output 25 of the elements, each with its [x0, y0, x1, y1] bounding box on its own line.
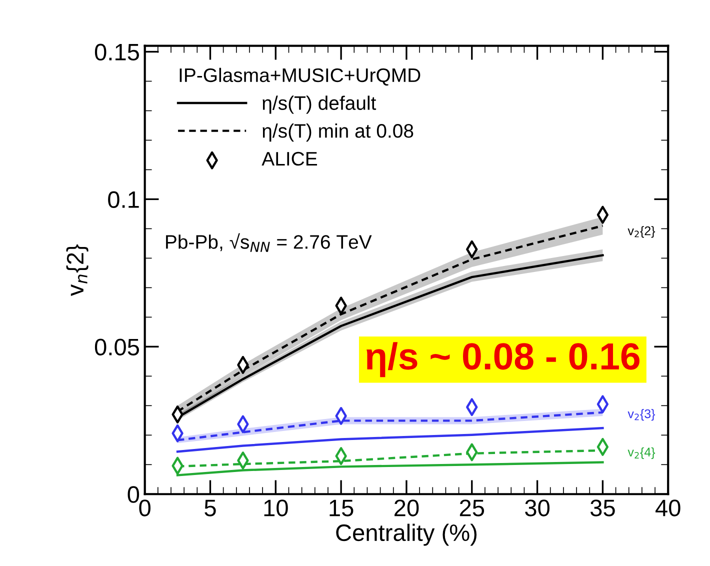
annotation: v$_{2}${4}	[628, 447, 656, 459]
x-tick-label: 25	[460, 500, 484, 516]
annotation: η/s ~ 0.08 - 0.16	[366, 342, 640, 378]
legend-label: η/s(T) default	[262, 96, 376, 114]
legend-title: IP-Glasma+MUSIC+UrQMD	[180, 68, 420, 86]
x-tick-label: 0	[139, 500, 150, 516]
x-tick-label: 10	[264, 500, 288, 516]
y-tick-label: 0.05	[94, 338, 139, 356]
line-series	[176, 426, 604, 453]
x-tick-label: 5	[204, 500, 216, 516]
x-tick-label: 30	[525, 500, 550, 516]
x-tick-label: 15	[330, 500, 354, 516]
y-tick-label: 0.15	[94, 44, 139, 61]
y-axis-title: v$_{n}${2}	[66, 244, 88, 296]
x-tick-label: 20	[394, 500, 419, 516]
annotation: v$_{2}${2}	[628, 226, 656, 238]
x-axis-title: Centrality (%)	[336, 524, 477, 546]
annotation: Pb-Pb, √s$_{NN}$ = 2.76 TeV	[166, 233, 372, 252]
legend-label: ALICE	[262, 152, 318, 166]
x-tick-label: 40	[656, 500, 680, 516]
annotation: v$_{2}${3}	[628, 409, 656, 421]
x-tick-label: 35	[590, 500, 615, 516]
legend-label: η/s(T) min at 0.08	[262, 124, 414, 142]
y-tick-label: 0	[128, 486, 140, 503]
y-tick-label: 0.1	[108, 191, 139, 208]
